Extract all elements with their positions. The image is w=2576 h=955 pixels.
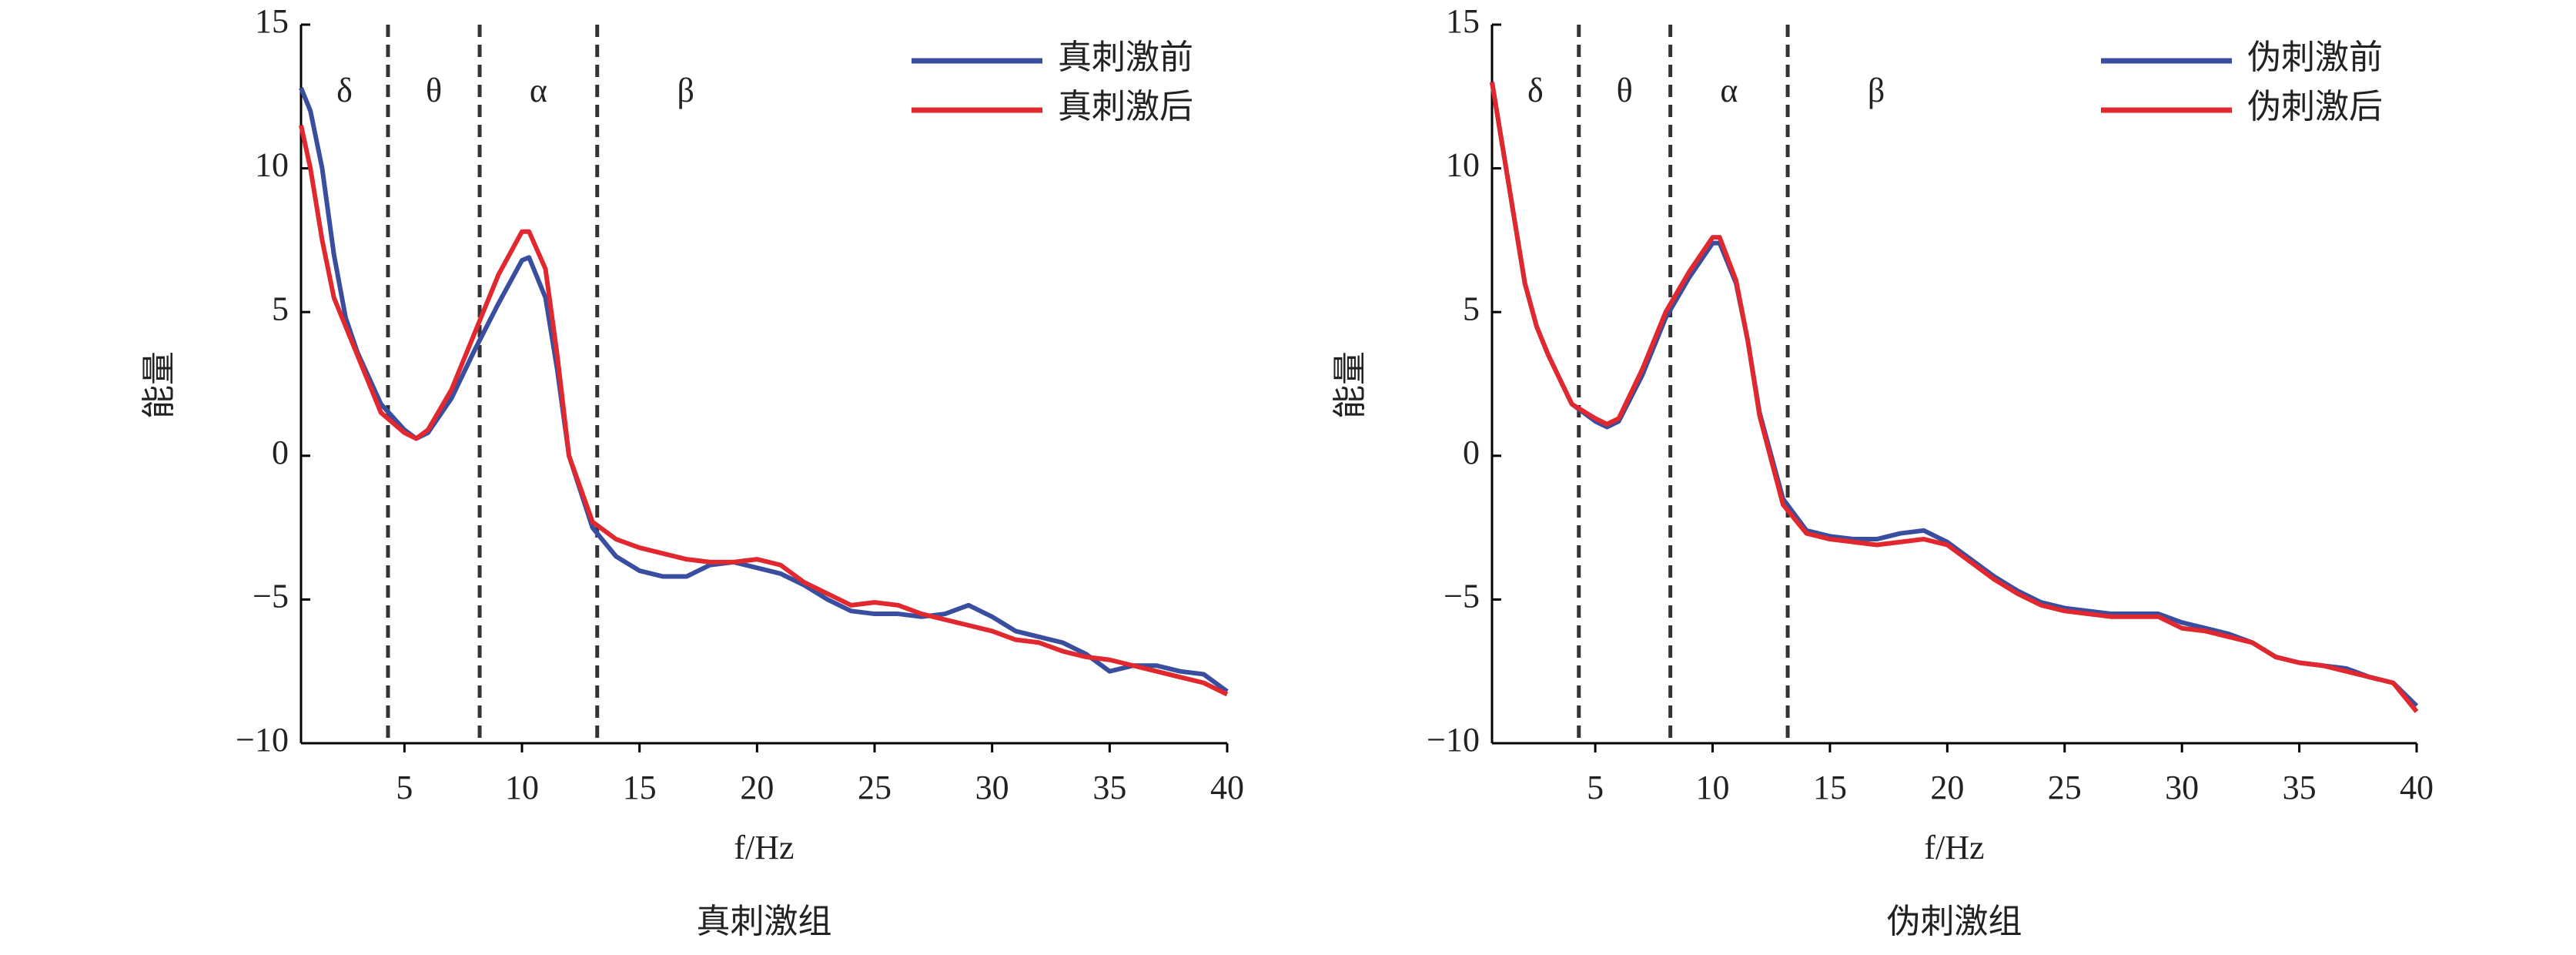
series-line [1490,82,2419,713]
x-tick-label: 25 [2048,769,2082,806]
x-tick-label: 25 [858,769,892,806]
x-axis-label: f/Hz [734,829,794,866]
band-label: β [677,72,694,109]
x-tick-label: 40 [1210,769,1244,806]
y-tick-label: 10 [255,146,289,184]
x-tick-label: 35 [2283,769,2317,806]
chart-title: 伪刺激组 [1887,903,2022,940]
band-label: α [530,72,547,109]
legend-label: 真刺激前 [1058,39,1193,76]
y-tick-label: 5 [1463,290,1480,327]
x-tick-label: 10 [505,769,539,806]
band-label: δ [336,72,353,109]
y-tick-label: −5 [1444,577,1480,615]
y-axis-label: 能量 [140,351,178,419]
band-label: β [1868,72,1885,109]
x-tick-label: 35 [1092,769,1126,806]
band-label: α [1720,72,1738,109]
x-tick-label: 20 [740,769,774,806]
y-tick-label: −5 [253,577,289,615]
band-label: θ [426,72,442,109]
y-tick-label: 15 [1446,2,1480,40]
y-tick-label: −10 [236,721,289,759]
series-line [299,124,1229,697]
x-tick-label: 30 [2165,769,2199,806]
y-tick-label: 15 [255,2,289,40]
y-tick-label: 0 [272,434,289,471]
x-tick-label: 20 [1930,769,1964,806]
x-tick-label: 15 [1813,769,1847,806]
series-line [299,86,1229,694]
legend-label: 真刺激后 [1058,88,1193,126]
x-tick-label: 40 [2400,769,2434,806]
legend-label: 伪刺激前 [2247,39,2383,76]
band-label: θ [1617,72,1633,109]
y-axis-label: 能量 [1331,351,1369,419]
y-tick-label: 10 [1446,146,1480,184]
x-tick-label: 15 [623,769,657,806]
x-tick-label: 30 [975,769,1009,806]
x-tick-label: 5 [1587,769,1604,806]
x-axis-label: f/Hz [1924,829,1984,866]
x-tick-label: 10 [1696,769,1730,806]
x-tick-label: 5 [396,769,413,806]
chart-title: 真刺激组 [697,903,832,940]
y-tick-label: −10 [1427,721,1480,759]
band-label: δ [1527,72,1544,109]
y-tick-label: 5 [272,290,289,327]
y-tick-label: 0 [1463,434,1480,471]
legend-label: 伪刺激后 [2247,88,2383,126]
